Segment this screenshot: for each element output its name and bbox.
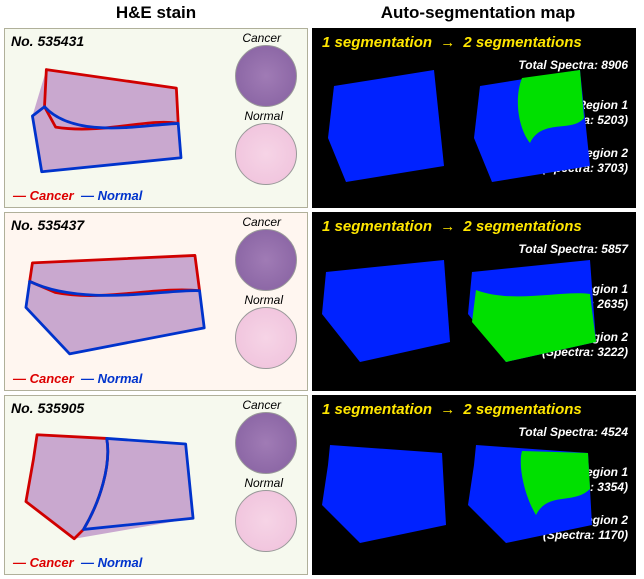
inset-label-normal: Normal [244, 293, 283, 307]
rows: No. 535431 CancerNormal— Cancer — Normal… [0, 28, 644, 579]
seg-1-label: 1 segmentation [322, 401, 432, 418]
he-panel: No. 535431 CancerNormal— Cancer — Normal [4, 28, 308, 208]
seg-1-label: 1 segmentation [322, 34, 432, 51]
he-legend: — Cancer — Normal [13, 188, 142, 203]
seg-title: 1 segmentation → 2 segmentations [322, 401, 582, 418]
inset-normal [235, 123, 297, 185]
dash-cancer-icon: — [13, 188, 26, 203]
he-legend: — Cancer — Normal [13, 371, 142, 386]
dash-cancer-icon: — [13, 555, 26, 570]
seg-2-shape [462, 58, 602, 188]
segmentation-panel: 1 segmentation → 2 segmentationsTotal Sp… [312, 212, 636, 392]
seg-1-shape [316, 425, 456, 555]
tissue-outline [11, 51, 221, 181]
legend-cancer: Cancer [30, 371, 74, 386]
seg-title: 1 segmentation → 2 segmentations [322, 34, 582, 51]
inset-label-cancer: Cancer [242, 31, 281, 45]
inset-normal [235, 307, 297, 369]
seg-1-label: 1 segmentation [322, 218, 432, 235]
sample-id: No. 535437 [11, 217, 84, 233]
inset-cancer [235, 45, 297, 107]
dash-normal-icon: — [81, 188, 94, 203]
inset-label-normal: Normal [244, 109, 283, 123]
tissue-outline [11, 235, 221, 365]
seg-2-label: 2 segmentations [463, 34, 581, 51]
seg-2-shape [462, 425, 602, 555]
legend-normal: Normal [98, 188, 143, 203]
inset-cancer [235, 412, 297, 474]
legend-cancer: Cancer [30, 555, 74, 570]
figure: H&E stain Auto-segmentation map No. 5354… [0, 0, 644, 579]
dash-normal-icon: — [81, 555, 94, 570]
seg-1-shape [316, 58, 456, 188]
legend-cancer: Cancer [30, 188, 74, 203]
sample-id: No. 535431 [11, 33, 84, 49]
column-headers: H&E stain Auto-segmentation map [0, 0, 644, 28]
row-3: No. 535905 CancerNormal— Cancer — Normal… [4, 395, 640, 575]
inset-label-cancer: Cancer [242, 398, 281, 412]
seg-2-shape [462, 242, 602, 372]
segmentation-panel: 1 segmentation → 2 segmentationsTotal Sp… [312, 395, 636, 575]
row-1: No. 535431 CancerNormal— Cancer — Normal… [4, 28, 640, 208]
col-header-he: H&E stain [0, 0, 312, 28]
legend-normal: Normal [98, 371, 143, 386]
seg-1-shape [316, 242, 456, 372]
inset-label-normal: Normal [244, 476, 283, 490]
inset-normal [235, 490, 297, 552]
arrow-icon: → [436, 34, 459, 51]
inset-cancer [235, 229, 297, 291]
he-panel: No. 535905 CancerNormal— Cancer — Normal [4, 395, 308, 575]
dash-cancer-icon: — [13, 371, 26, 386]
seg-2-label: 2 segmentations [463, 401, 581, 418]
seg-2-label: 2 segmentations [463, 218, 581, 235]
row-2: No. 535437 CancerNormal— Cancer — Normal… [4, 212, 640, 392]
legend-normal: Normal [98, 555, 143, 570]
he-legend: — Cancer — Normal [13, 555, 142, 570]
sample-id: No. 535905 [11, 400, 84, 416]
seg-title: 1 segmentation → 2 segmentations [322, 218, 582, 235]
col-header-seg: Auto-segmentation map [312, 0, 644, 28]
inset-label-cancer: Cancer [242, 215, 281, 229]
segmentation-panel: 1 segmentation → 2 segmentationsTotal Sp… [312, 28, 636, 208]
dash-normal-icon: — [81, 371, 94, 386]
arrow-icon: → [436, 218, 459, 235]
arrow-icon: → [436, 401, 459, 418]
tissue-outline [11, 418, 221, 548]
he-panel: No. 535437 CancerNormal— Cancer — Normal [4, 212, 308, 392]
